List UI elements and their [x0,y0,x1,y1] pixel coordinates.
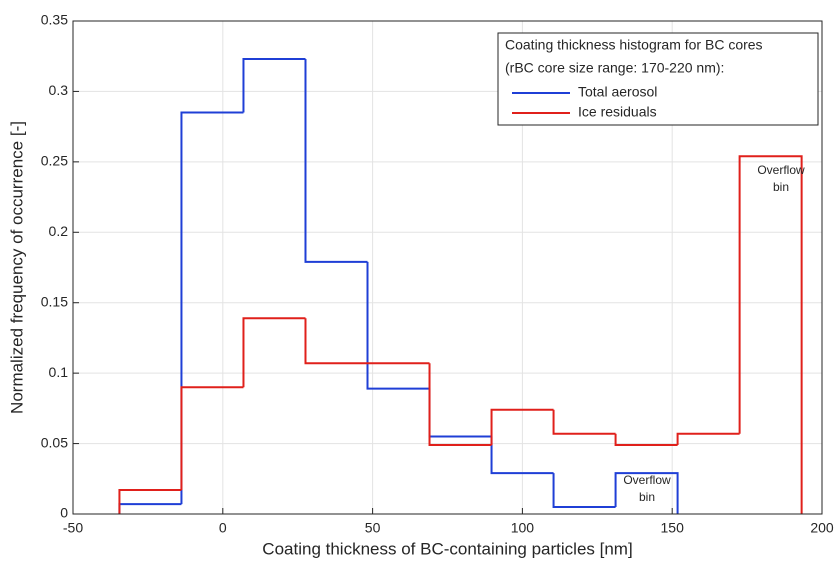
y-tick-label: 0.2 [49,223,69,239]
histogram-bin [614,472,679,514]
histogram-bin [490,408,554,445]
plot-frame [72,20,823,515]
y-tick-label: 0.25 [41,153,68,169]
histogram-bin [552,473,616,508]
x-tick-label: 150 [661,520,685,536]
histogram-bin [304,318,368,365]
x-tick-label: 200 [810,520,834,536]
y-tick-label: 0.3 [49,82,69,98]
histogram-bin [738,155,803,514]
legend-title: Coating thickness histogram for BC cores [505,37,763,53]
histogram-bin [304,59,368,263]
legend-box [497,32,819,126]
y-tick-label: 0.1 [49,364,69,380]
histogram-bin [118,489,182,514]
y-tick-label: 0.05 [41,434,68,450]
histogram-bin [428,363,492,446]
histogram-bin [490,436,554,475]
x-tick-label: 50 [365,520,381,536]
x-tick-label: -50 [63,520,83,536]
y-tick-label: 0.15 [41,293,68,309]
y-tick-label: 0.35 [41,12,68,28]
legend-label: Ice residuals [578,104,657,120]
histogram-bin [614,433,678,446]
y-axis-label: Normalized frequency of occurrence [-] [7,121,26,414]
x-tick-label: 0 [219,520,227,536]
y-tick-label: 0 [60,505,68,521]
histogram-bin [180,386,244,491]
legend-label: Total aerosol [578,84,657,100]
histogram-bin [242,58,306,113]
annotation: Overflow [757,163,805,177]
x-tick-label: 100 [511,520,535,536]
histogram-bin [552,409,616,435]
annotation: bin [773,180,789,194]
histogram-bin [366,261,430,390]
histogram-bin [180,111,244,505]
histogram-bin [242,317,306,388]
x-axis-label: Coating thickness of BC-containing parti… [262,539,632,558]
annotation: bin [639,490,655,504]
annotation: Overflow [623,473,671,487]
histogram-bin [676,432,740,445]
legend-title: (rBC core size range: 170-220 nm): [505,60,724,76]
